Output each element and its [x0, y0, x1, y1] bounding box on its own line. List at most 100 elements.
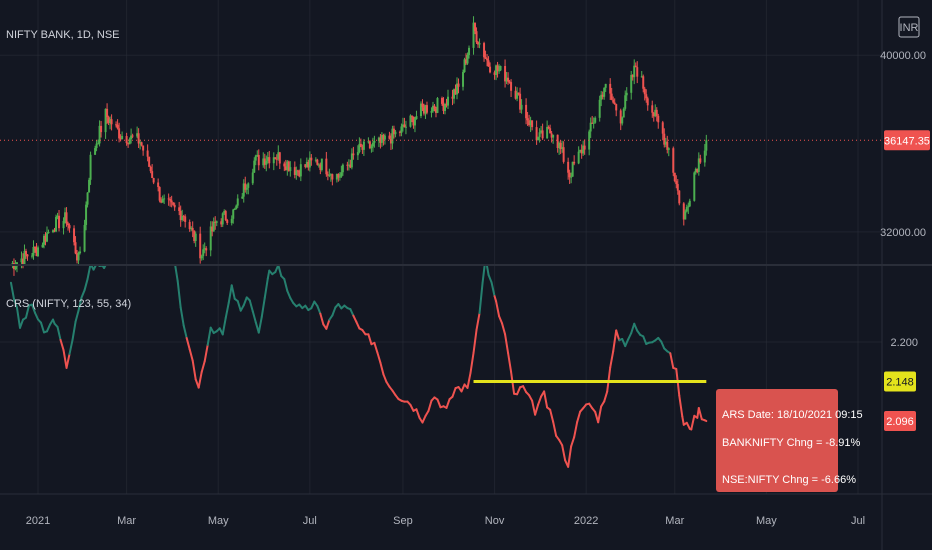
candle-body[interactable] [179, 210, 182, 220]
crs-line-segment[interactable] [534, 403, 540, 416]
candle-body[interactable] [190, 227, 193, 230]
candle-body[interactable] [232, 209, 235, 219]
candle-body[interactable] [284, 166, 287, 171]
crs-line-segment[interactable] [379, 361, 385, 376]
candle-body[interactable] [47, 232, 50, 234]
candle-body[interactable] [211, 226, 214, 232]
crs-line-segment[interactable] [367, 333, 373, 346]
candle-body[interactable] [478, 43, 481, 45]
candle-body[interactable] [224, 211, 227, 221]
candle-body[interactable] [436, 98, 439, 113]
candle-body[interactable] [589, 122, 592, 132]
candle-body[interactable] [170, 200, 173, 203]
candle-body[interactable] [600, 94, 603, 100]
candle-body[interactable] [283, 163, 286, 167]
candle-body[interactable] [577, 151, 580, 164]
candle-body[interactable] [52, 230, 55, 233]
candle-body[interactable] [440, 98, 443, 104]
candle-body[interactable] [320, 158, 323, 170]
crs-line-segment[interactable] [239, 304, 245, 312]
candle-body[interactable] [209, 226, 212, 251]
crs-line-segment[interactable] [260, 296, 266, 318]
candle-body[interactable] [86, 192, 89, 205]
candle-body[interactable] [693, 172, 696, 201]
crs-line-segment[interactable] [597, 405, 603, 424]
crs-line-segment[interactable] [531, 399, 537, 416]
crs-line-segment[interactable] [277, 265, 283, 278]
candle-body[interactable] [55, 216, 58, 232]
candle-body[interactable] [191, 227, 194, 231]
candle-body[interactable] [619, 110, 622, 124]
candle-body[interactable] [272, 157, 275, 164]
candle-body[interactable] [541, 130, 544, 139]
candle-body[interactable] [694, 168, 697, 173]
candle-body[interactable] [337, 174, 340, 178]
candle-body[interactable] [245, 187, 248, 190]
candle-body[interactable] [289, 167, 292, 171]
candle-body[interactable] [431, 105, 434, 112]
crs-line-segment[interactable] [609, 350, 615, 369]
candle-body[interactable] [136, 133, 139, 137]
crs-line-segment[interactable] [427, 399, 433, 412]
candle-body[interactable] [419, 103, 422, 117]
crs-line-segment[interactable] [286, 289, 292, 300]
crs-line-segment[interactable] [630, 322, 636, 335]
candle-body[interactable] [262, 158, 265, 166]
crs-line-segment[interactable] [46, 323, 52, 333]
crs-line-segment[interactable] [697, 407, 703, 421]
candle-body[interactable] [214, 221, 217, 223]
candle-body[interactable] [33, 247, 36, 249]
candle-body[interactable] [236, 198, 239, 206]
price-pane[interactable] [0, 16, 882, 276]
candle-body[interactable] [160, 200, 163, 203]
candle-body[interactable] [20, 258, 23, 263]
candle-body[interactable] [657, 115, 660, 123]
candle-body[interactable] [67, 223, 70, 226]
crs-line-segment[interactable] [310, 300, 316, 310]
candle-body[interactable] [643, 88, 646, 95]
y-axis[interactable]: 40000.00 32000.00 2.200 36147.35 2.148 2.096 [880, 50, 930, 432]
candle-body[interactable] [622, 108, 625, 118]
candle-body[interactable] [12, 263, 15, 270]
candle-body[interactable] [106, 108, 109, 118]
candle-body[interactable] [425, 105, 428, 113]
crs-line-segment[interactable] [251, 310, 257, 324]
candle-body[interactable] [504, 66, 507, 82]
candle-body[interactable] [646, 98, 649, 106]
crs-line-segment[interactable] [18, 318, 24, 329]
candle-body[interactable] [610, 93, 613, 100]
candle-body[interactable] [546, 126, 549, 139]
candle-body[interactable] [65, 212, 68, 224]
crs-line-segment[interactable] [445, 398, 451, 409]
candle-body[interactable] [95, 143, 98, 149]
candle-body[interactable] [56, 215, 59, 217]
candle-body[interactable] [559, 142, 562, 150]
candle-body[interactable] [257, 154, 260, 166]
candle-body[interactable] [525, 104, 528, 119]
candle-body[interactable] [392, 128, 395, 135]
crs-line-segment[interactable] [182, 324, 188, 340]
candle-body[interactable] [362, 141, 365, 150]
crs-line-segment[interactable] [325, 318, 331, 330]
candle-body[interactable] [131, 135, 134, 137]
candle-body[interactable] [567, 161, 570, 173]
candle-body[interactable] [265, 160, 268, 165]
candle-body[interactable] [603, 87, 606, 97]
candle-body[interactable] [100, 125, 103, 133]
candle-body[interactable] [331, 174, 334, 180]
candle-body[interactable] [23, 250, 26, 265]
crs-line-segment[interactable] [236, 300, 242, 312]
candle-body[interactable] [253, 160, 256, 173]
crs-line-segment[interactable] [331, 306, 337, 317]
candle-body[interactable] [203, 248, 206, 250]
candle-body[interactable] [173, 204, 176, 208]
candle-body[interactable] [233, 208, 236, 210]
candle-body[interactable] [654, 109, 657, 117]
crs-line-segment[interactable] [12, 297, 18, 309]
candle-body[interactable] [158, 187, 161, 201]
crs-line-segment[interactable] [349, 308, 355, 317]
crs-line-segment[interactable] [373, 341, 379, 354]
candle-body[interactable] [109, 119, 112, 123]
candle-body[interactable] [655, 109, 658, 116]
crs-line-segment[interactable] [40, 321, 46, 334]
